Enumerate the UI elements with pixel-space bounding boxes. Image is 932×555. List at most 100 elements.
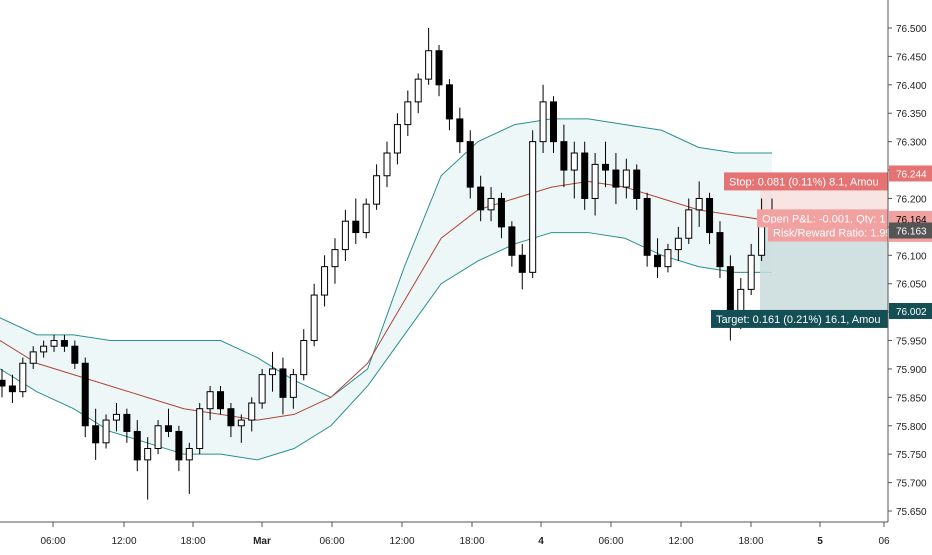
candle-body xyxy=(133,430,141,461)
candle-body xyxy=(591,163,599,199)
candle-body xyxy=(92,425,100,444)
candle-body xyxy=(217,391,225,410)
y-tick-label: 75.750 xyxy=(896,450,927,461)
candle-body xyxy=(654,254,662,268)
candle-body xyxy=(487,197,495,211)
x-tick-label: 06:00 xyxy=(40,536,65,547)
target-label-bg xyxy=(711,309,926,328)
candle-body xyxy=(414,78,422,103)
x-tick-label: 06 xyxy=(878,536,890,547)
bollinger-band-fill xyxy=(0,118,772,460)
candle-body xyxy=(40,345,48,353)
price-tag-target xyxy=(889,302,932,319)
candle-body xyxy=(706,197,714,234)
x-tick-label: 06:00 xyxy=(319,536,344,547)
candle-body xyxy=(123,413,131,432)
price-tag-target-text: 76.002 xyxy=(896,307,927,318)
candle-body xyxy=(383,152,391,177)
risk-reward-label[interactable]: Risk/Reward Ratio: 1.99 xyxy=(768,223,926,242)
candle-body xyxy=(602,163,610,171)
stop-label-text: Stop: 0.081 (0.11%) 8.1, Amou xyxy=(729,176,879,188)
x-tick-label: 4 xyxy=(538,536,544,547)
candle-body xyxy=(664,249,672,268)
candle-body xyxy=(196,408,204,449)
candle-body xyxy=(518,254,526,273)
y-tick-label: 75.900 xyxy=(896,365,927,376)
target-label[interactable]: Target: 0.161 (0.21%) 16.1, Amou xyxy=(711,309,926,328)
bollinger-middle-line xyxy=(0,180,773,421)
candle-body xyxy=(477,186,485,211)
price-tag-entry xyxy=(889,222,932,239)
candle-body xyxy=(529,141,537,273)
stop-label-bg xyxy=(724,172,920,191)
y-tick-label: 75.800 xyxy=(896,422,927,433)
candle-body xyxy=(404,101,412,126)
candle-body xyxy=(29,351,37,364)
price-tag-entry-text: 76.163 xyxy=(896,226,927,237)
y-tick-label: 76.300 xyxy=(896,138,927,149)
y-tick-label: 76.200 xyxy=(896,194,927,205)
candle-body xyxy=(300,340,308,376)
candle-body xyxy=(716,232,724,268)
candle-body xyxy=(206,391,214,410)
candle-body xyxy=(154,425,162,449)
x-tick-label: Mar xyxy=(253,536,271,547)
candle-body xyxy=(612,169,620,188)
candle-body xyxy=(445,84,453,120)
candle-body xyxy=(279,368,287,398)
y-tick-label: 75.700 xyxy=(896,479,927,490)
stop-label[interactable]: Stop: 0.081 (0.11%) 8.1, Amou xyxy=(724,172,920,191)
candle-body xyxy=(269,368,277,376)
candle-body xyxy=(248,402,256,421)
candle-body xyxy=(112,413,120,421)
candle-body xyxy=(643,197,651,256)
candle-body xyxy=(50,340,58,347)
candle-body xyxy=(633,169,641,199)
candle-body xyxy=(102,419,110,444)
candle-body xyxy=(310,294,318,342)
pnl-label-text: Open P&L: -0.001, Qty: 1 xyxy=(762,213,886,225)
candle-body xyxy=(674,237,682,251)
candle-body xyxy=(289,374,297,398)
y-tick-label: 76.500 xyxy=(896,24,927,35)
x-tick-label: 18:00 xyxy=(180,536,205,547)
price-tag-stop xyxy=(889,165,932,182)
x-tick-label: 18:00 xyxy=(738,536,763,547)
y-tick-label: 75.950 xyxy=(896,337,927,348)
candle-body xyxy=(341,220,349,251)
x-tick-label: 12:00 xyxy=(389,536,414,547)
candle-body xyxy=(237,419,245,427)
candle-body xyxy=(747,254,755,290)
candle-body xyxy=(497,197,505,228)
candle-body xyxy=(258,374,266,404)
candle-body xyxy=(60,340,68,347)
candle-body xyxy=(539,101,547,143)
y-tick-label: 76.100 xyxy=(896,251,927,262)
candle-body xyxy=(695,197,703,211)
x-tick-label: 5 xyxy=(817,536,823,547)
candle-body xyxy=(81,362,89,427)
candle-body xyxy=(175,430,183,461)
candle-body xyxy=(8,385,16,393)
price-axis-bg xyxy=(888,0,932,550)
candle-body xyxy=(393,124,401,154)
candle-body xyxy=(144,447,152,461)
candle-body xyxy=(425,50,433,80)
candle-body xyxy=(71,345,79,364)
bollinger-upper-line xyxy=(0,118,772,398)
y-tick-label: 76.350 xyxy=(896,109,927,120)
candle-body xyxy=(164,425,172,432)
candle-body xyxy=(466,141,474,188)
candle-body xyxy=(0,379,6,387)
pnl-label[interactable]: Open P&L: -0.001, Qty: 1 xyxy=(757,209,921,228)
candle-body xyxy=(373,175,381,205)
candle-body xyxy=(622,169,630,188)
x-tick-label: 12:00 xyxy=(668,536,693,547)
candle-body xyxy=(435,50,443,86)
price-tag-stop-text: 76.244 xyxy=(896,169,927,180)
x-tick-label: 06:00 xyxy=(598,536,623,547)
y-tick-label: 76.400 xyxy=(896,81,927,92)
risk-reward-label-text: Risk/Reward Ratio: 1.99 xyxy=(773,228,892,240)
